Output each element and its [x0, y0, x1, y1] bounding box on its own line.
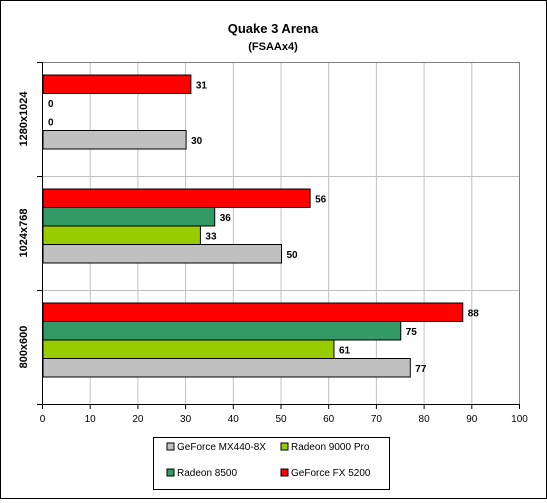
- data-label: 50: [287, 250, 299, 261]
- data-label: 0: [48, 117, 54, 128]
- chart-title: Quake 3 Arena: [228, 21, 319, 36]
- data-label: 0: [48, 99, 54, 110]
- legend-label: Radeon 9000 Pro: [291, 442, 370, 453]
- bar: [42, 321, 402, 341]
- bar: [42, 358, 411, 378]
- x-tick-label: 30: [180, 414, 192, 425]
- data-label: 33: [205, 231, 217, 242]
- category-label: 1280x1024: [18, 91, 30, 147]
- data-label: 31: [196, 80, 208, 91]
- legend-swatch: [280, 442, 289, 451]
- plot-area: 0 10 20 30 40 50 60 70 80 90 100 1280x1024 31 0 0 30 102…: [18, 62, 528, 425]
- x-tick-label: 80: [419, 414, 431, 425]
- category-label: 1024x768: [18, 209, 30, 258]
- bar: [42, 188, 311, 208]
- data-label: 61: [339, 345, 351, 356]
- legend: GeForce MX440-8X Radeon 9000 Pro Radeon 85…: [153, 437, 390, 490]
- bar: [42, 302, 464, 322]
- x-tick-label: 40: [228, 414, 240, 425]
- legend-swatch: [166, 468, 175, 477]
- data-label: 77: [415, 364, 427, 375]
- x-tick-label: 70: [371, 414, 383, 425]
- x-tick-label: 90: [466, 414, 478, 425]
- chart-subtitle: (FSAAx4): [248, 41, 298, 53]
- data-label: 56: [315, 194, 327, 205]
- legend-label: GeForce FX 5200: [291, 468, 371, 479]
- bar: [42, 225, 201, 245]
- legend-label: GeForce MX440-8X: [177, 442, 266, 453]
- x-tick-label: 60: [323, 414, 335, 425]
- category-label: 800x600: [18, 326, 30, 369]
- legend-swatch: [166, 442, 175, 451]
- legend-box: [153, 437, 390, 490]
- bar: [42, 130, 187, 150]
- data-label: 36: [220, 213, 232, 224]
- x-tick-label: 50: [275, 414, 287, 425]
- legend-swatch: [280, 468, 289, 477]
- x-tick-label: 20: [132, 414, 144, 425]
- bar: [42, 339, 335, 359]
- data-label: 30: [191, 136, 203, 147]
- bar: [42, 74, 192, 94]
- data-label: 88: [468, 308, 480, 319]
- x-tick-label: 100: [511, 414, 528, 425]
- x-tick-label: 0: [40, 414, 46, 425]
- x-tick-label: 10: [85, 414, 97, 425]
- bar: [42, 244, 282, 264]
- bar: [42, 207, 216, 227]
- data-label: 75: [406, 327, 418, 338]
- legend-label: Radeon 8500: [177, 468, 237, 479]
